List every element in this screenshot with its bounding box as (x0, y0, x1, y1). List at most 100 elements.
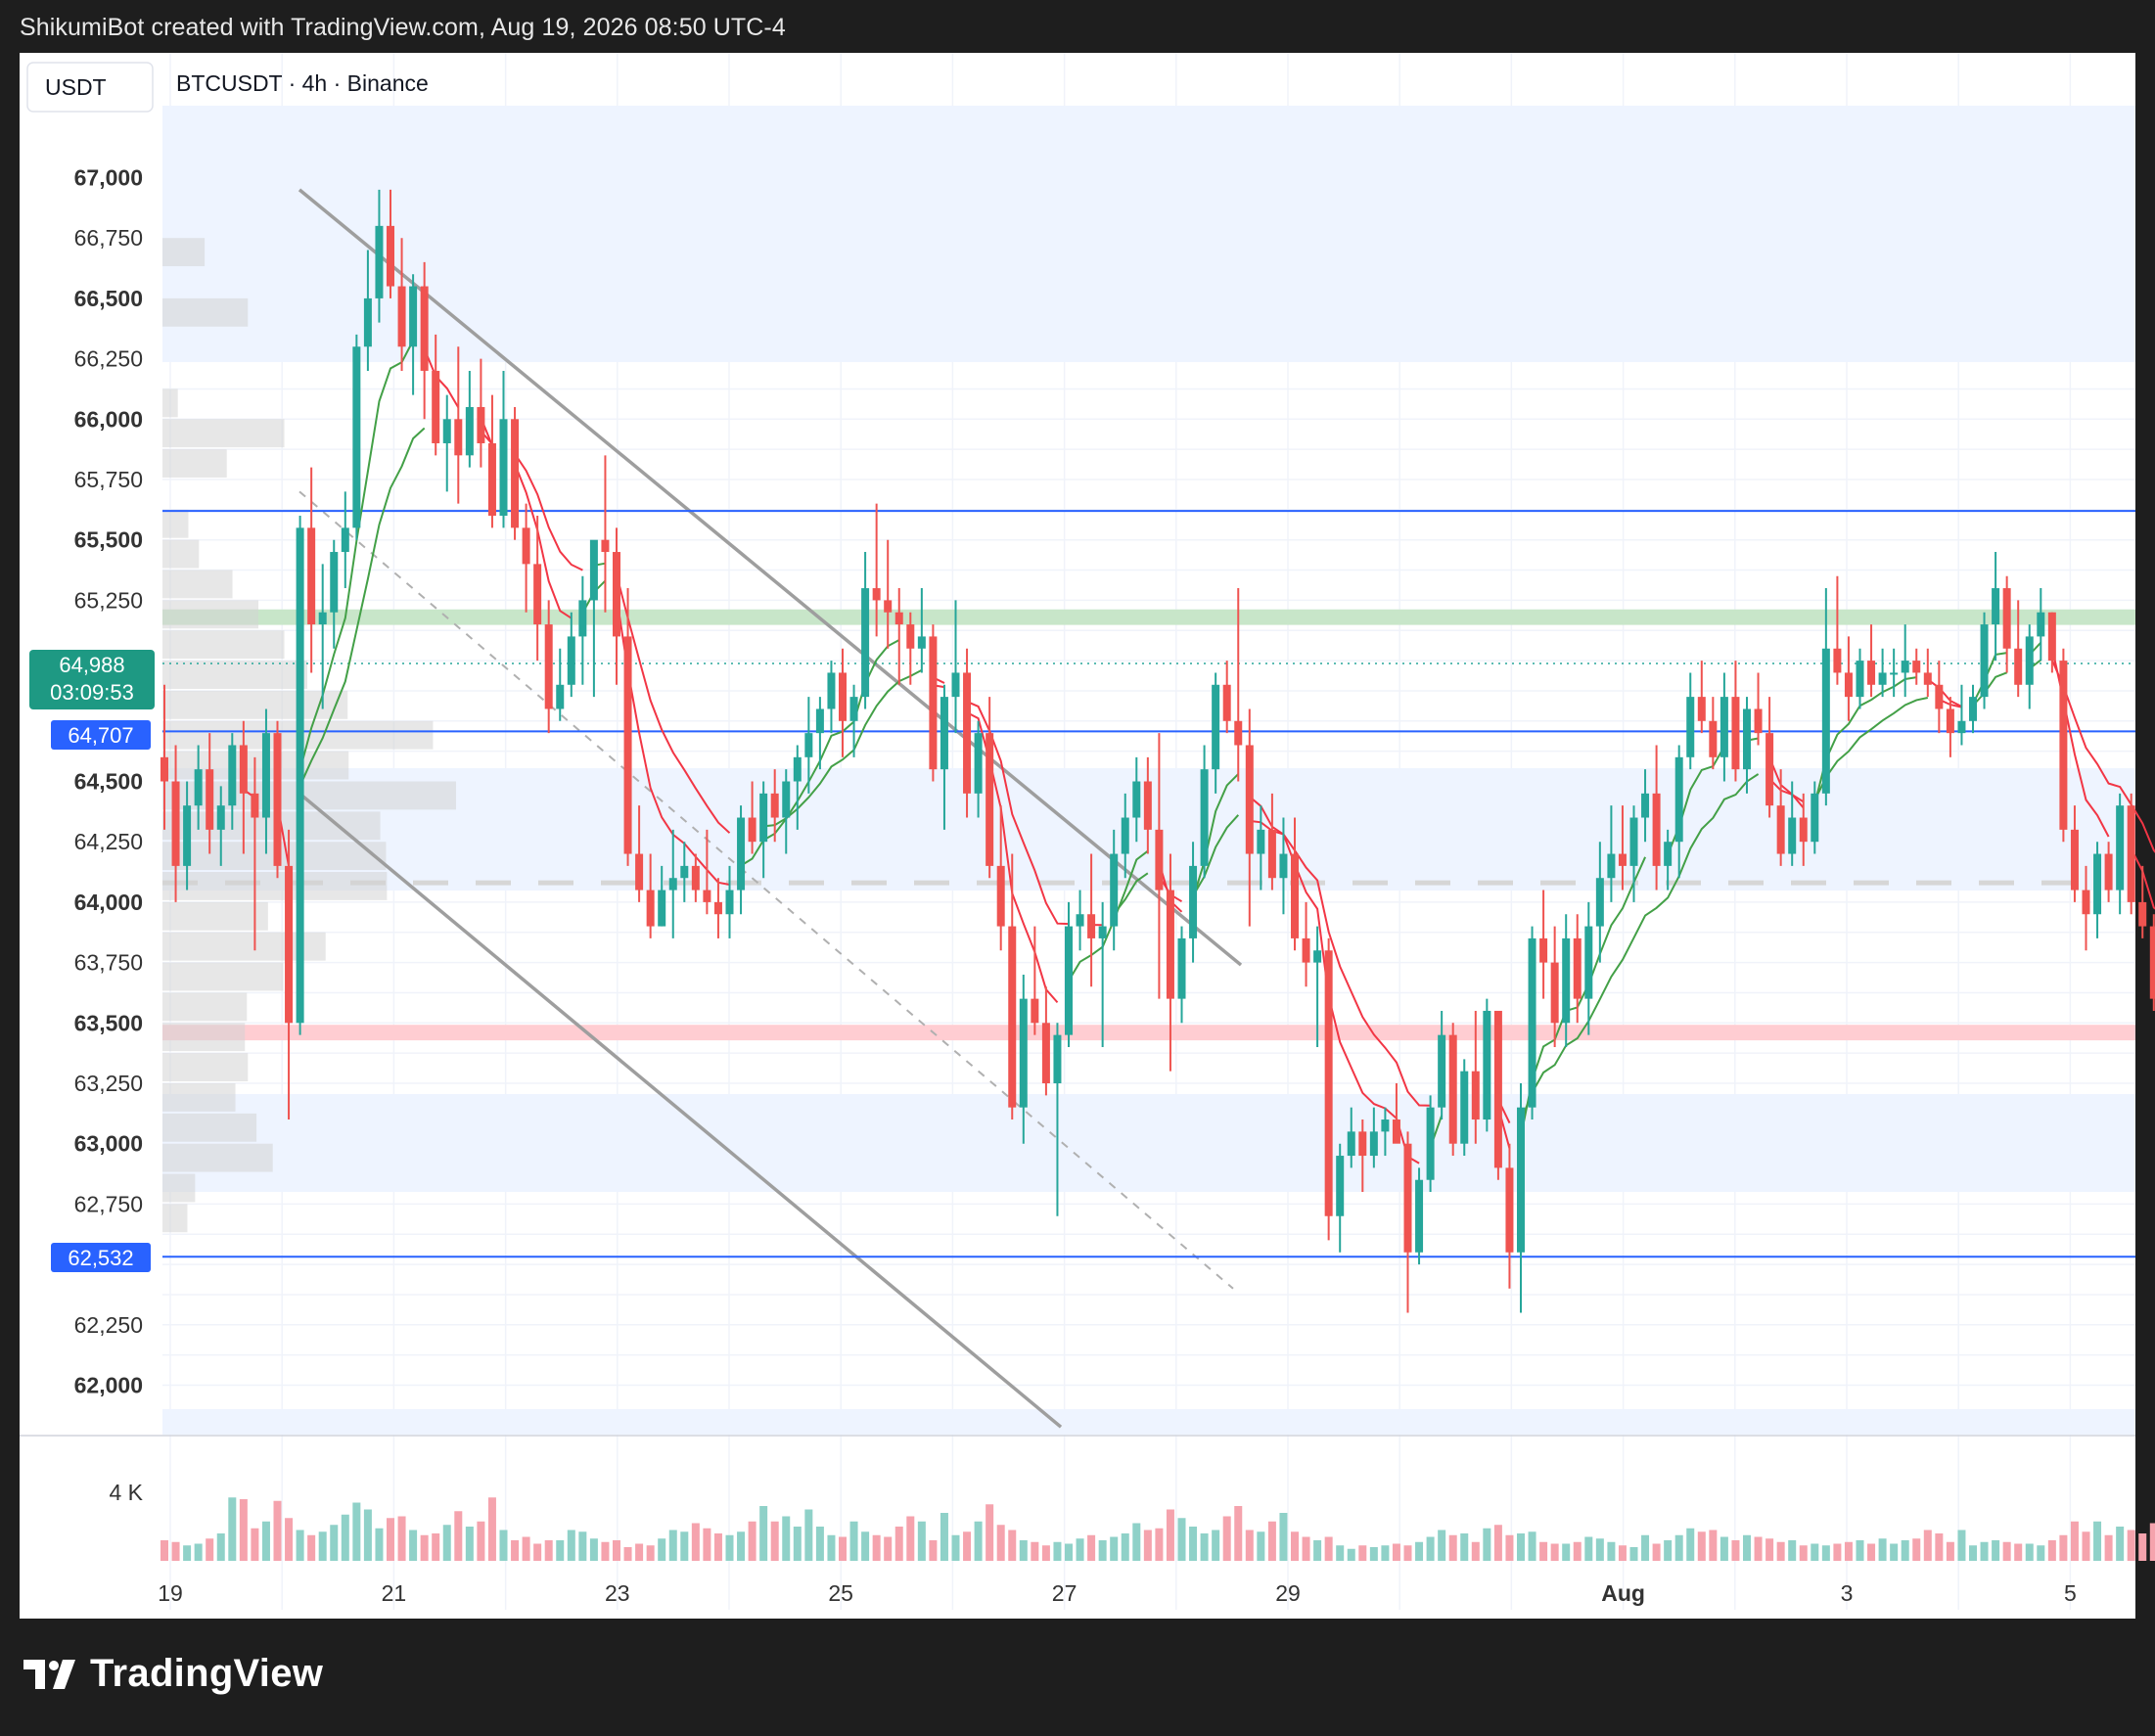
candle-body (1517, 1107, 1525, 1253)
candle (1584, 901, 1593, 1035)
symbol-label: BTCUSDT · 4h · Binance (176, 70, 429, 96)
volume-bar (487, 1497, 496, 1561)
volume-profile-bar (162, 1023, 246, 1052)
candle-body (442, 419, 451, 443)
candle-body (804, 733, 813, 757)
volume-bar (974, 1521, 983, 1561)
volume-profile-bar (162, 419, 285, 448)
volume-bar (2093, 1521, 2102, 1561)
candle (1629, 805, 1638, 902)
candle (1347, 1107, 1355, 1168)
candle (872, 503, 881, 637)
volume-bar (1890, 1543, 1899, 1561)
candle-body (1031, 998, 1039, 1024)
volume-profile-bar (162, 1173, 196, 1203)
candle-body (1076, 914, 1084, 927)
volume-bar (567, 1530, 575, 1561)
candle (318, 564, 327, 709)
candle (1901, 624, 1909, 698)
volume-bar (1776, 1541, 1785, 1561)
candle-body (1110, 853, 1119, 927)
candle-body (1324, 950, 1333, 1216)
volume-bar (1731, 1540, 1740, 1561)
candle-body (352, 346, 361, 528)
volume-bar (1324, 1536, 1333, 1561)
candle (1053, 1023, 1062, 1216)
candle (454, 346, 463, 504)
candle (929, 624, 938, 782)
candle-body (827, 672, 836, 709)
volume-bar (1969, 1545, 1977, 1561)
time-axis[interactable]: 192123252729Aug357911131517192123 (158, 1580, 2155, 1606)
volume-bar (1132, 1523, 1141, 1561)
candle-body (1584, 926, 1593, 999)
candle (487, 394, 496, 528)
currency-badge[interactable]: USDT (26, 62, 154, 113)
candle-body (454, 419, 463, 456)
currency-badge-label: USDT (45, 74, 107, 100)
candle (1833, 575, 1842, 685)
price-tick-label: 63,750 (74, 950, 143, 976)
volume-bar (884, 1536, 893, 1561)
candle-body (815, 708, 824, 734)
volume-bar (872, 1534, 881, 1561)
candle-body (1505, 1167, 1514, 1253)
candle (623, 588, 632, 866)
price-zone-0 (162, 609, 2135, 625)
candle (1844, 636, 1853, 721)
volume-bar (2149, 1523, 2155, 1561)
candle (815, 697, 824, 770)
price-tick-label: 64,000 (74, 890, 143, 915)
volume-bar (1821, 1545, 1830, 1561)
candle (1392, 1083, 1400, 1144)
candle (986, 697, 994, 879)
candle-body (1222, 684, 1231, 721)
candle (522, 503, 530, 613)
volume-bar (623, 1547, 632, 1561)
candle-body (578, 600, 587, 637)
volume-bar (1788, 1540, 1797, 1561)
volume-bar (1426, 1536, 1435, 1561)
candle-body (1381, 1119, 1390, 1132)
candle (713, 878, 722, 938)
volume-bar (2014, 1543, 2023, 1561)
volume-bar (849, 1521, 858, 1561)
volume-bar (668, 1530, 677, 1561)
volume-bar (894, 1527, 903, 1561)
candle-body (589, 539, 598, 601)
candle-body (1189, 865, 1198, 938)
volume-bar (861, 1531, 870, 1561)
candle (1098, 901, 1107, 1047)
candle (1212, 672, 1220, 794)
candle (409, 274, 418, 395)
candle-body (1257, 829, 1265, 854)
volume-bar (1878, 1538, 1887, 1561)
candle (160, 684, 168, 830)
volume-bar (499, 1530, 508, 1561)
volume-bar (1121, 1533, 1129, 1561)
candle (996, 805, 1005, 951)
volume-bar (2127, 1530, 2135, 1561)
price-axis[interactable]: 67,000 66,750 66,500 66,250 66,000 65,750 65,5… (74, 165, 144, 1506)
candle (2138, 865, 2147, 938)
price-tick-label: 64,500 (74, 769, 143, 795)
volume-bar (1087, 1534, 1096, 1561)
volume-bar (2116, 1527, 2125, 1561)
volume-bar (1505, 1534, 1514, 1561)
candle (1267, 793, 1276, 891)
candle-body (917, 636, 926, 649)
tradingview-brand[interactable]: TradingView (23, 1652, 323, 1696)
price-tick-label: 66,750 (74, 225, 143, 251)
candle (2002, 575, 2011, 673)
candle-body (2093, 853, 2102, 915)
volume-bar (1664, 1540, 1673, 1561)
candle-body (285, 865, 294, 1024)
candle-body (465, 406, 474, 456)
candle (1992, 552, 2000, 662)
candle-body (1155, 829, 1164, 891)
candle-body (341, 527, 349, 553)
volume-bar (1166, 1509, 1174, 1561)
volume-bar (397, 1516, 406, 1561)
candle-body (1267, 829, 1276, 879)
